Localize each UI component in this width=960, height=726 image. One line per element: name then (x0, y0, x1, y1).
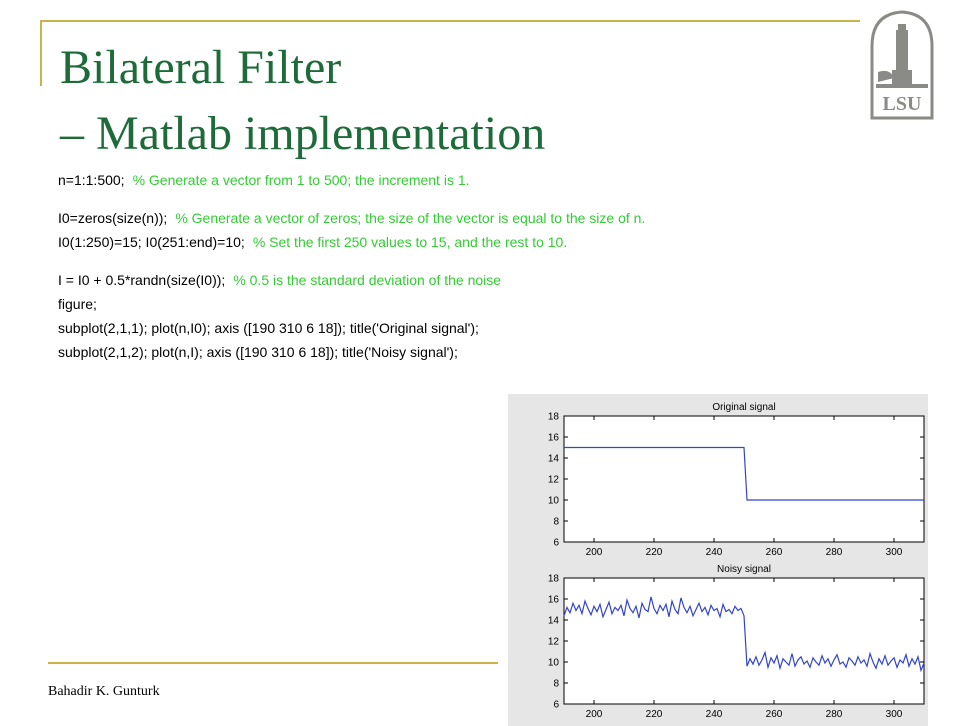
code-comment: % Set the first 250 values to 15, and th… (252, 234, 568, 250)
code-line: subplot(2,1,2); plot(n,I); axis ([190 31… (58, 340, 938, 364)
code-line (58, 254, 938, 268)
code-block: n=1:1:500; % Generate a vector from 1 to … (58, 168, 938, 364)
y-tick-label: 12 (548, 475, 560, 486)
y-tick-label: 14 (548, 454, 560, 465)
y-tick-label: 16 (548, 433, 560, 444)
code-comment: % 0.5 is the standard deviation of the n… (233, 272, 502, 288)
y-tick-label: 18 (548, 574, 560, 585)
noisy-signal-plot: Noisy signal 200 220 240 260 280 300 6 8 10 12 14 16… (508, 556, 928, 726)
y-tick-label: 6 (553, 700, 559, 711)
code-statement: figure; (58, 296, 97, 312)
code-statement: n=1:1:500; (58, 172, 125, 188)
bottom-accent-rule (48, 662, 498, 664)
series-line (563, 596, 925, 673)
x-tick-label: 220 (646, 547, 663, 558)
y-tick-label: 8 (553, 517, 559, 528)
series-line (564, 446, 924, 501)
code-line (58, 192, 938, 206)
x-tick-label: 300 (886, 547, 903, 558)
logo-text: LSU (883, 93, 922, 115)
y-tick-label: 16 (548, 595, 560, 606)
y-tick-label: 10 (548, 658, 560, 669)
x-tick-label: 240 (706, 547, 723, 558)
x-tick-label: 300 (886, 709, 903, 720)
code-statement: I = I0 + 0.5*randn(size(I0)); (58, 272, 226, 288)
plot-area (563, 415, 925, 543)
code-line: I0(1:250)=15; I0(251:end)=10; % Set the f… (58, 230, 938, 254)
lsu-tower-logo-icon: LSU (862, 6, 942, 126)
original-signal-plot: Original signal 200 220 240 260 280 300 6 8 10 12 1… (508, 394, 928, 564)
y-tick-label: 10 (548, 496, 560, 507)
y-tick-label: 12 (548, 637, 560, 648)
code-line: subplot(2,1,1); plot(n,I0); axis ([190 3… (58, 316, 938, 340)
x-tick-label: 220 (646, 709, 663, 720)
left-accent-rule (40, 20, 42, 86)
y-tick-label: 6 (553, 538, 559, 549)
y-tick-label: 18 (548, 412, 560, 423)
code-line: n=1:1:500; % Generate a vector from 1 to … (58, 168, 938, 192)
code-comment: % Generate a vector of zeros; the size o… (175, 210, 646, 226)
x-tick-label: 280 (826, 709, 843, 720)
y-tick-label: 14 (548, 616, 560, 627)
chart-title: Original signal (712, 402, 775, 413)
code-line: figure; (58, 292, 938, 316)
code-statement: subplot(2,1,1); plot(n,I0); axis ([190 3… (58, 320, 479, 336)
code-statement: subplot(2,1,2); plot(n,I); axis ([190 31… (58, 344, 458, 360)
x-tick-label: 280 (826, 547, 843, 558)
code-statement: I0=zeros(size(n)); (58, 210, 168, 226)
x-tick-label: 260 (766, 547, 783, 558)
code-statement: I0(1:250)=15; I0(251:end)=10; (58, 234, 245, 250)
slide-title-line-1: Bilateral Filter (60, 41, 342, 94)
chart-title: Noisy signal (717, 564, 771, 575)
x-tick-label: 240 (706, 709, 723, 720)
y-tick-label: 8 (553, 679, 559, 690)
code-line: I0=zeros(size(n)); % Generate a vector of… (58, 206, 938, 230)
x-tick-label: 200 (586, 709, 603, 720)
slide-title-line-2: – Matlab implementation (60, 107, 546, 160)
footer-author: Bahadir K. Gunturk (48, 684, 160, 699)
x-tick-label: 200 (586, 547, 603, 558)
code-line: I = I0 + 0.5*randn(size(I0)); % 0.5 is th… (58, 268, 938, 292)
code-comment: % Generate a vector from 1 to 500; the i… (132, 172, 470, 188)
x-tick-label: 260 (766, 709, 783, 720)
top-accent-rule (40, 20, 860, 22)
plot-area (563, 577, 925, 705)
